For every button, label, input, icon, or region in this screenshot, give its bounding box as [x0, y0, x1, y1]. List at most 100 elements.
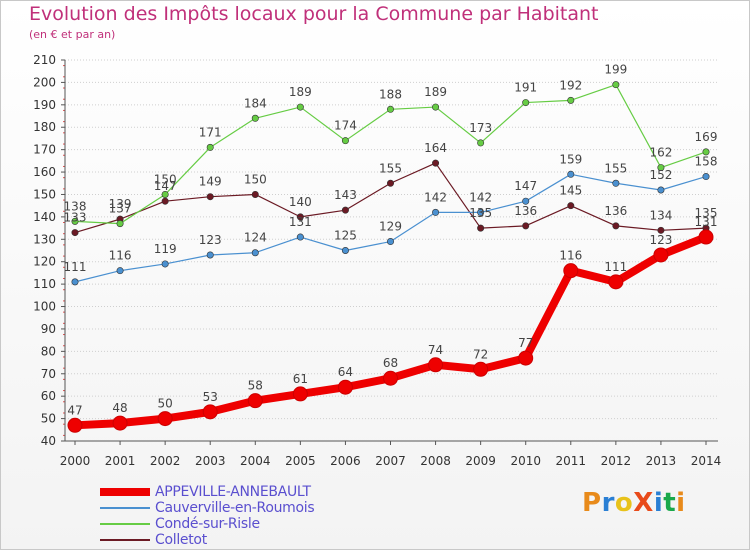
axis-layer: 40 50 60 70 80 90 100 110 120 130 140 150 160 170 180 1…	[33, 53, 721, 468]
data-label: 125	[334, 229, 357, 243]
data-point	[383, 370, 398, 386]
data-point	[432, 159, 440, 167]
legend-label: APPEVILLE-ANNEBAULT	[155, 484, 311, 500]
data-label: 58	[248, 379, 263, 393]
data-point	[563, 263, 579, 279]
data-label: 147	[154, 179, 177, 193]
y-tick-label: 90	[41, 322, 56, 336]
data-point	[612, 179, 620, 187]
data-label: 158	[695, 155, 718, 169]
y-tick-label: 80	[41, 344, 56, 358]
data-label: 191	[514, 81, 537, 95]
series-line	[74, 84, 707, 225]
data-point	[296, 233, 304, 241]
data-label: 129	[379, 220, 402, 234]
data-label: 116	[559, 249, 582, 263]
data-label: 188	[379, 87, 402, 101]
data-label: 189	[289, 85, 312, 99]
data-label: 149	[199, 175, 222, 189]
data-point	[116, 220, 124, 228]
y-tick-label: 120	[33, 255, 56, 269]
data-label: 150	[154, 172, 177, 186]
data-label: 135	[695, 206, 718, 220]
data-label: 145	[559, 184, 582, 198]
data-point	[657, 186, 665, 194]
series-appeville-annebault	[67, 229, 714, 433]
data-point	[206, 193, 214, 201]
data-point	[432, 208, 440, 216]
data-point	[296, 103, 304, 111]
data-point	[567, 96, 575, 104]
data-point	[612, 222, 620, 230]
series-layer	[67, 81, 714, 433]
y-tick-label: 190	[33, 98, 56, 112]
data-label: 77	[518, 336, 533, 350]
y-tick-label: 180	[33, 120, 56, 134]
data-point	[341, 206, 349, 214]
y-tick-label: 130	[33, 232, 56, 246]
data-label: 192	[559, 78, 582, 92]
logo-letter: i	[676, 488, 686, 518]
data-label: 138	[64, 199, 87, 213]
data-point	[518, 350, 534, 366]
data-point	[477, 139, 485, 147]
y-tick-label: 170	[33, 143, 56, 157]
data-label-layer: 47 48 50 53 58 61 64 68 74 72 77 116 111 123 131 111 116…	[64, 63, 718, 418]
series-cauverville-en-roumois	[71, 170, 710, 286]
data-point	[432, 103, 440, 111]
data-label: 137	[109, 202, 132, 216]
x-tick-label: 2005	[285, 454, 316, 468]
x-tick-label: 2008	[420, 454, 451, 468]
data-point	[161, 260, 169, 268]
y-tick-label: 210	[33, 53, 56, 67]
data-point	[202, 404, 218, 420]
data-label: 169	[695, 130, 718, 144]
data-point	[157, 411, 173, 427]
data-point	[337, 379, 353, 395]
data-label: 74	[428, 343, 443, 357]
legend-swatch	[100, 539, 150, 541]
data-point	[206, 143, 214, 151]
chart-title: Evolution des Impôts locaux pour la Comm…	[29, 3, 599, 25]
x-tick-label: 2012	[601, 454, 632, 468]
x-tick-label: 2013	[646, 454, 677, 468]
data-point	[567, 202, 575, 210]
logo-letter: P	[582, 488, 602, 518]
proxiti-logo: ProXiti	[582, 488, 686, 518]
logo-letter: i	[653, 488, 664, 518]
data-label: 131	[695, 215, 718, 229]
data-label: 50	[158, 397, 173, 411]
data-label: 174	[334, 119, 357, 133]
data-point	[116, 267, 124, 275]
chart-subtitle: (en € et par an)	[29, 28, 116, 41]
x-tick-label: 2014	[691, 454, 722, 468]
data-point	[612, 81, 620, 89]
data-label: 123	[649, 233, 672, 247]
grid-layer	[65, 59, 718, 442]
data-label: 133	[64, 211, 87, 225]
data-point	[653, 247, 669, 263]
data-label: 134	[649, 208, 672, 222]
y-tick-label: 200	[33, 75, 56, 89]
data-label: 136	[604, 204, 627, 218]
logo-letter: o	[614, 488, 634, 518]
x-tick-label: 2001	[105, 454, 136, 468]
data-label: 143	[334, 188, 357, 202]
data-label: 155	[379, 161, 402, 175]
data-label: 136	[514, 204, 537, 218]
legend-swatch	[100, 523, 150, 525]
data-label: 131	[289, 215, 312, 229]
data-point	[657, 164, 665, 172]
data-label: 155	[604, 161, 627, 175]
data-point	[702, 173, 710, 181]
data-label: 171	[199, 125, 222, 139]
data-point	[386, 105, 394, 113]
data-label: 162	[649, 146, 672, 160]
data-point	[71, 278, 79, 286]
logo-letter: t	[663, 488, 677, 518]
y-tick-label: 160	[33, 165, 56, 179]
x-tick-label: 2004	[240, 454, 271, 468]
data-label: 53	[203, 390, 218, 404]
data-point	[71, 217, 79, 225]
data-label: 68	[383, 356, 398, 370]
